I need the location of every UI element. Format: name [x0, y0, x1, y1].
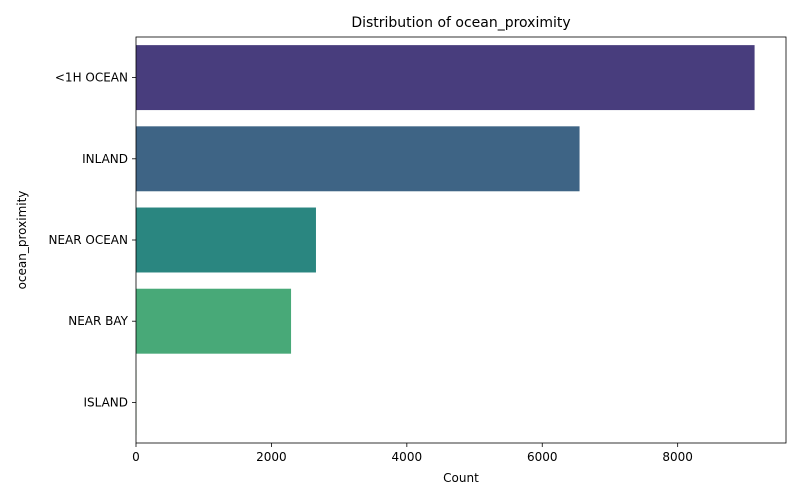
y-tick-label: <1H OCEAN [55, 71, 128, 85]
y-axis-label: ocean_proximity [15, 191, 29, 290]
y-axis-ticks: <1H OCEAN INLAND NEAR OCEAN NEAR BAY ISLAND [48, 71, 136, 409]
bar-inland [136, 126, 580, 192]
x-tick-label: 8000 [662, 450, 693, 464]
x-tick-label: 0 [132, 450, 140, 464]
bar-1h-ocean [136, 45, 755, 111]
chart-title: Distribution of ocean_proximity [351, 15, 570, 31]
plot-frame [135, 36, 787, 444]
x-tick-label: 4000 [392, 450, 423, 464]
y-tick-label: INLAND [82, 152, 128, 166]
bars-group [136, 45, 755, 435]
x-tick-label: 6000 [527, 450, 558, 464]
bar-near-bay [136, 288, 292, 354]
x-axis-label: Count [443, 471, 479, 485]
y-tick-label: NEAR BAY [68, 314, 128, 328]
bar-near-ocean [136, 207, 316, 273]
y-tick-label: NEAR OCEAN [48, 233, 128, 247]
x-axis-ticks: 0 2000 4000 6000 8000 [132, 443, 693, 464]
x-tick-label: 2000 [256, 450, 287, 464]
y-tick-label: ISLAND [83, 395, 128, 409]
